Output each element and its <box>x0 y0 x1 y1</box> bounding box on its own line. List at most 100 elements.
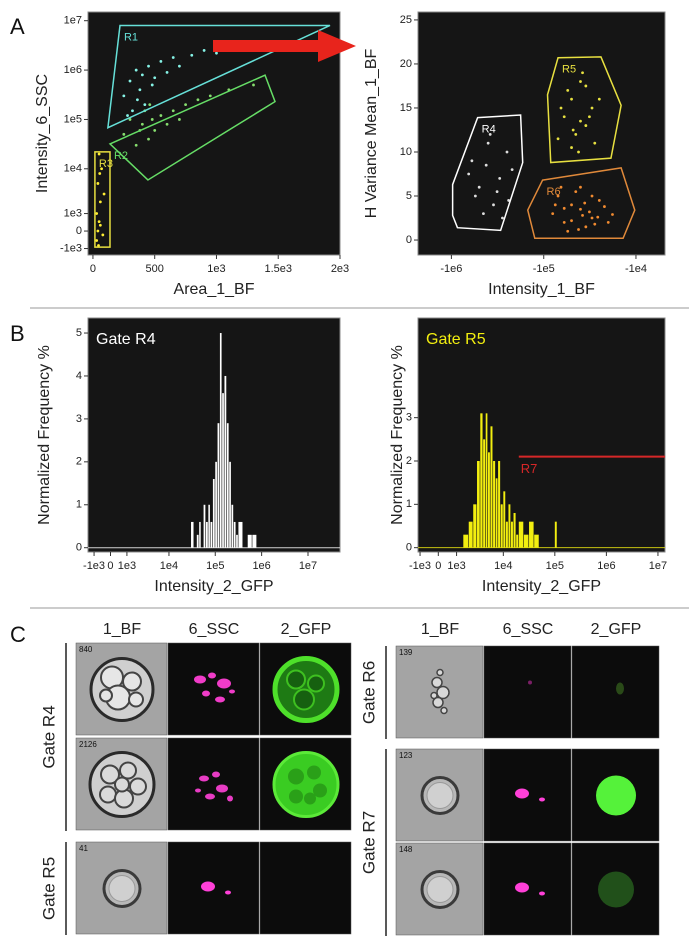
point <box>208 94 212 98</box>
y-tick-label: 20 <box>400 58 412 70</box>
gate-label: R5 <box>562 64 576 76</box>
vacuole <box>100 764 120 785</box>
point <box>590 216 594 220</box>
point <box>202 49 206 52</box>
point <box>559 185 563 189</box>
y-tick-label: 15 <box>400 102 412 114</box>
point <box>215 51 218 55</box>
x-tick-label: 1.5e3 <box>264 263 292 275</box>
y-tick-label: 1 <box>406 498 412 510</box>
point <box>98 172 102 175</box>
point <box>101 233 105 237</box>
image-tile <box>483 645 572 739</box>
x-axis-title: Intensity_1_BF <box>488 281 595 298</box>
point <box>98 223 102 227</box>
gate <box>94 151 111 248</box>
y-tick-label: 1e7 <box>64 15 82 27</box>
y-axis-title: H Variance Mean_1_BF <box>363 48 380 218</box>
bar <box>229 461 231 548</box>
bar <box>226 423 229 548</box>
x-axis-title: Intensity_2_GFP <box>482 578 601 595</box>
panel-letter: C <box>10 622 26 647</box>
gfp-bead <box>598 871 634 908</box>
point <box>566 88 570 92</box>
point <box>577 150 580 154</box>
bar <box>523 534 529 548</box>
point <box>581 213 584 217</box>
point <box>96 182 100 185</box>
point <box>570 146 573 149</box>
point <box>593 222 597 226</box>
image-tile <box>571 748 660 842</box>
gfp-lobe <box>289 789 303 804</box>
y-axis-title: Intensity_6_SSC <box>34 74 51 193</box>
image-tile: 840 <box>75 642 168 736</box>
gate-label: R1 <box>124 31 138 43</box>
point <box>171 109 175 113</box>
y-tick-label: 5 <box>406 190 412 202</box>
object-number: 148 <box>399 845 413 854</box>
gate-label: Gate R7 <box>359 811 378 874</box>
bar <box>534 534 539 548</box>
point <box>584 225 588 229</box>
x-axis-title: Intensity_2_GFP <box>154 578 273 595</box>
point <box>159 114 163 117</box>
x-tick-label: 0 <box>435 560 441 572</box>
ssc-spot <box>229 689 235 694</box>
point <box>134 143 138 147</box>
ssc-spot <box>212 771 220 778</box>
bar <box>208 504 210 548</box>
point <box>97 220 101 224</box>
panel-letter: B <box>10 321 25 346</box>
point <box>128 79 132 83</box>
point <box>577 228 580 231</box>
x-tick-label: -1e6 <box>440 263 462 275</box>
point <box>178 118 181 121</box>
x-tick-label: 1e7 <box>649 560 667 572</box>
point <box>150 83 154 87</box>
image-tile: 123 <box>395 748 484 842</box>
point <box>566 229 570 233</box>
column-header: 6_SSC <box>189 621 240 638</box>
bar <box>468 521 473 548</box>
bar <box>477 461 480 548</box>
point <box>562 221 566 224</box>
ssc-spot <box>194 675 206 684</box>
plot-area <box>87 11 341 256</box>
point <box>590 106 594 110</box>
column-header: 1_BF <box>421 621 459 638</box>
x-tick-label: 1e3 <box>118 560 136 572</box>
y-tick-label: 10 <box>400 146 412 158</box>
vacuole <box>129 777 147 796</box>
point <box>136 98 139 102</box>
bar <box>238 521 243 548</box>
point <box>473 194 477 198</box>
bar <box>503 491 506 548</box>
x-tick-label: 1e6 <box>597 560 615 572</box>
point <box>486 141 490 145</box>
point <box>507 199 511 202</box>
x-tick-label: -1e5 <box>533 263 555 275</box>
y-tick-label: -1e3 <box>60 242 82 254</box>
x-tick-label: 0 <box>90 263 96 275</box>
gate <box>108 74 276 181</box>
bar <box>498 461 501 548</box>
bar <box>485 413 488 548</box>
x-tick-label: 500 <box>146 263 164 275</box>
gate-label: R2 <box>114 150 128 162</box>
column-header: 1_BF <box>103 621 141 638</box>
point <box>140 73 144 77</box>
gate-label: R6 <box>547 186 561 198</box>
point <box>131 109 134 113</box>
point <box>551 212 555 216</box>
point <box>559 106 563 110</box>
point <box>178 64 181 68</box>
gate-label: Gate R5 <box>39 857 58 920</box>
point <box>467 172 471 176</box>
point <box>153 129 157 132</box>
point <box>97 152 101 156</box>
point <box>501 216 504 220</box>
x-tick-label: -1e4 <box>625 263 647 275</box>
point <box>482 212 485 216</box>
